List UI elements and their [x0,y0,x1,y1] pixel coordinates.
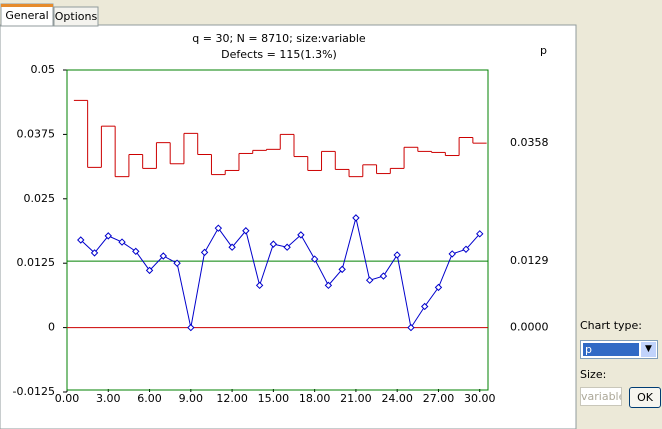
center-label: 0.0129 [510,254,549,267]
x-tick-label: 30.00 [464,392,496,405]
x-tick-label: 24.00 [381,392,413,405]
x-tick-label: 15.00 [258,392,290,405]
data-point [242,227,250,235]
data-point [379,272,388,280]
data-point [448,250,456,258]
data-point [269,240,278,248]
size-input[interactable]: variable [580,387,622,406]
y-axis-label: p [540,44,547,57]
data-point [145,266,154,275]
tab-highlight [1,4,53,7]
data-point [297,231,305,239]
chart-type-select[interactable]: p ▼ [580,340,658,359]
data-point [434,283,443,292]
tab-label[interactable]: General [5,9,48,22]
dropdown-arrow[interactable]: ▼ [641,342,656,357]
data-point [200,248,209,257]
lcl-label: 0.0000 [510,321,549,334]
data-point [393,251,401,259]
data-point [77,236,85,244]
data-point [476,230,484,238]
data-point [214,224,223,232]
data-point [421,302,429,311]
data-point [338,265,346,274]
data-point [255,281,264,290]
y-tick-label: 0.025 [24,192,56,205]
data-point [132,247,140,256]
data-point [104,232,112,240]
tab-label[interactable]: Options [55,10,98,23]
x-tick-label: 18.00 [299,392,331,405]
select-value[interactable]: p [583,343,639,356]
chart-title: q = 30; N = 8710; size:variable [192,32,366,45]
x-tick-label: 6.00 [137,392,162,405]
data-point [159,252,168,260]
y-tick-label: 0.05 [31,63,56,76]
tab-panel [0,24,577,429]
data-point [187,323,195,332]
data-point [310,255,319,263]
data-point [283,243,291,251]
plot-frame [66,69,489,391]
y-tick-label: -0.0125 [13,385,55,398]
label: Size: [580,368,606,381]
x-tick-label: 3.00 [96,392,121,405]
ok-button[interactable]: OK [629,387,661,408]
tab-options[interactable] [53,6,99,27]
data-point [118,238,126,246]
ucl-label: 0.0358 [510,136,549,149]
x-tick-label: 9.00 [179,392,204,405]
x-tick-label: 0.00 [55,392,80,405]
data-point [228,243,236,251]
x-tick-label: 21.00 [340,392,372,405]
y-tick-label: 0.0125 [17,256,56,269]
data-line [80,217,481,329]
x-tick-label: 27.00 [423,392,455,405]
x-tick-label: 12.00 [216,392,248,405]
y-tick-label: 0 [48,321,55,334]
label: Chart type: [580,319,642,332]
chart-subtitle: Defects = 115(1.3%) [221,48,337,61]
data-point [324,281,333,290]
data-point [352,214,360,222]
data-point [365,276,374,284]
data-point [407,323,415,332]
data-point [173,259,181,267]
data-point [462,245,470,253]
data-point [90,249,99,257]
y-tick-label: 0.0375 [17,127,56,140]
